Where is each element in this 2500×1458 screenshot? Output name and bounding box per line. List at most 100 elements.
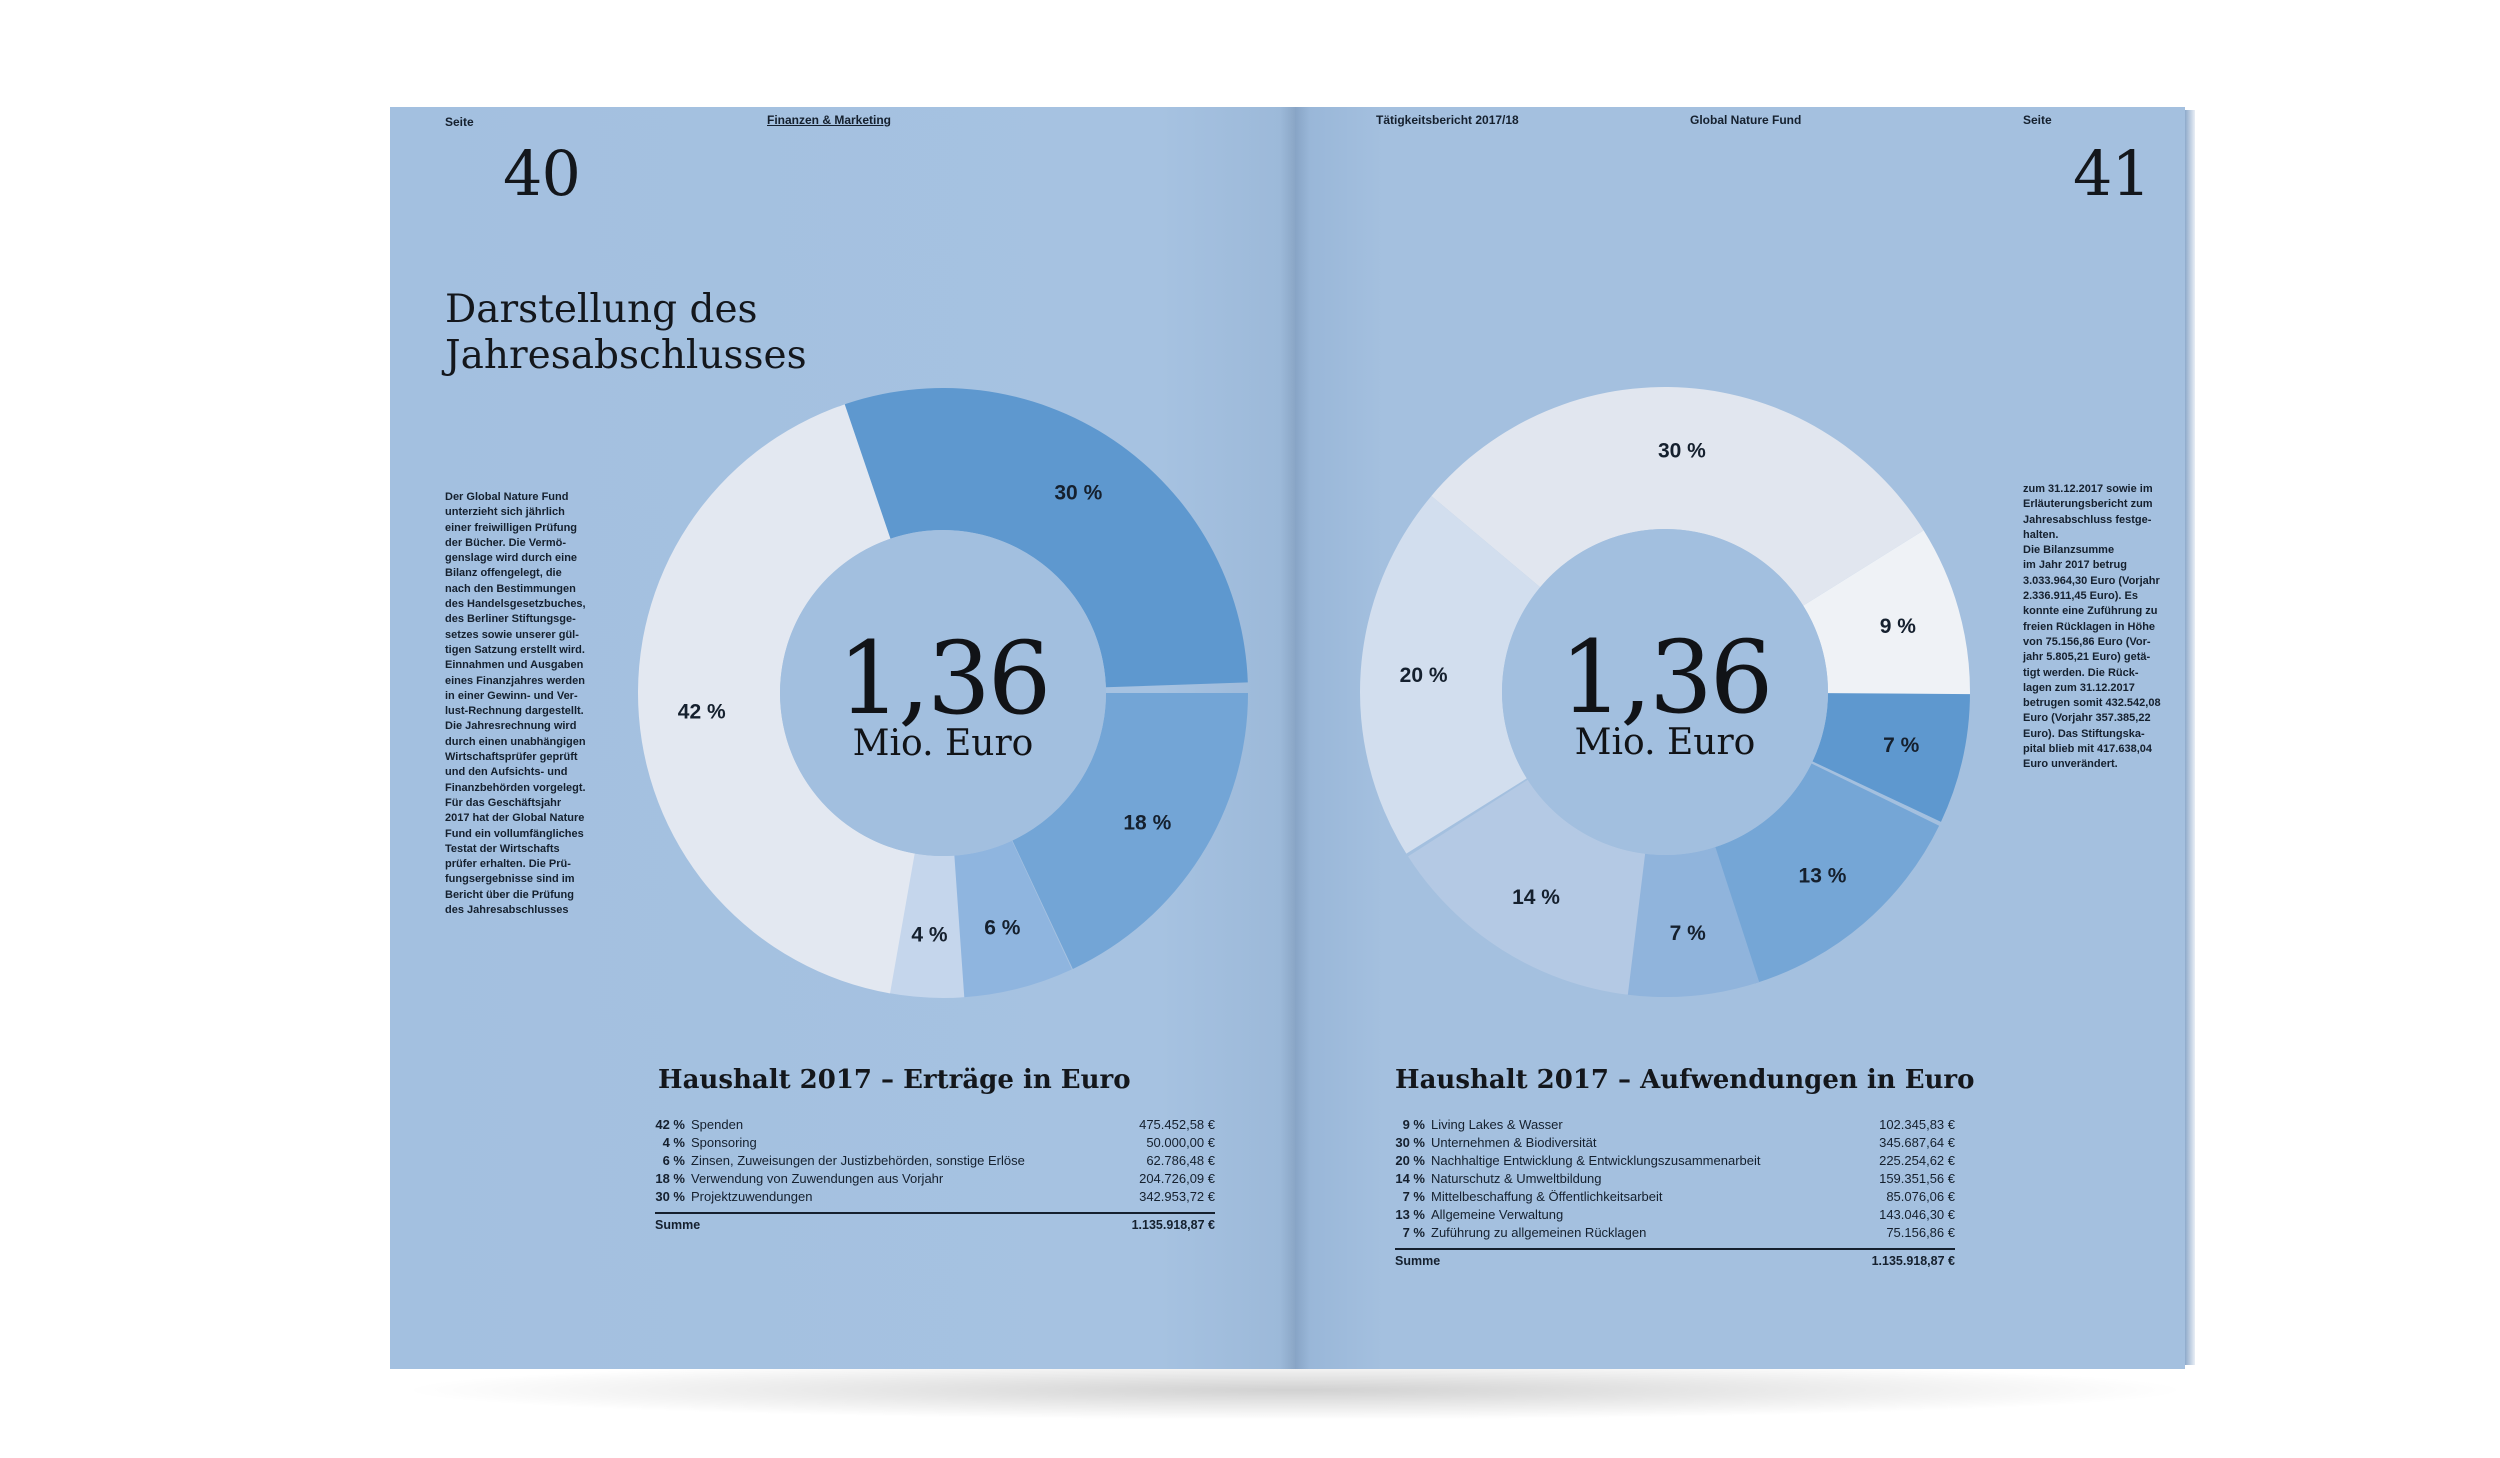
slice-label: 18 % [1123, 812, 1171, 835]
slice-label: 13 % [1799, 865, 1847, 888]
row-percent: 30 % [1395, 1134, 1425, 1150]
right-org-header: Global Nature Fund [1690, 113, 1802, 127]
row-amount: 225.254,62 € [1879, 1152, 1955, 1168]
table-row: 9 % Living Lakes & Wasser 102.345,83 € [1395, 1115, 1955, 1133]
donut-center [1502, 529, 1828, 855]
donut-slice [1626, 847, 1760, 998]
row-amount: 204.726,09 € [1139, 1170, 1215, 1186]
expenses-table: 9 % Living Lakes & Wasser 102.345,83 €30 %… [1395, 1115, 1955, 1268]
left-section-header: Finanzen & Marketing [767, 113, 892, 127]
right-page: Tätigkeitsbericht 2017/18 Global Nature … [1295, 107, 2185, 1369]
row-percent: 30 % [655, 1188, 685, 1204]
row-label: Sponsoring [691, 1134, 757, 1150]
left-table-title: Haushalt 2017 – Erträge in Euro [658, 1065, 1131, 1095]
table-row: 4 % Sponsoring 50.000,00 € [655, 1133, 1215, 1151]
sum-amount: 1.135.918,87 € [1131, 1218, 1215, 1232]
row-percent: 18 % [655, 1170, 685, 1186]
slice-label: 6 % [984, 917, 1021, 940]
row-percent: 6 % [662, 1152, 685, 1168]
slice-label: 30 % [1054, 481, 1102, 504]
row-amount: 345.687,64 € [1879, 1134, 1955, 1150]
table-row: 30 % Unternehmen & Biodiversität 345.687,6… [1395, 1133, 1955, 1151]
table-row: 18 % Verwendung von Zuwendungen aus Vorja… [655, 1169, 1215, 1187]
row-percent: 4 % [662, 1134, 685, 1150]
donut-slice [1812, 692, 1970, 822]
slice-label: 30 % [1658, 440, 1706, 463]
table-row: 7 % Zuführung zu allgemeinen Rücklagen 75.… [1395, 1223, 1955, 1241]
left-title-line2: Jahresabschlusses [445, 333, 807, 378]
table-row: 7 % Mittelbeschaffung & Öffentlichkeitsar… [1395, 1187, 1955, 1205]
slice-label: 4 % [911, 924, 948, 947]
right-table-title: Haushalt 2017 – Aufwendungen in Euro [1395, 1065, 1975, 1095]
slice-label: 7 % [1670, 922, 1707, 945]
donut-slice [1713, 763, 1940, 984]
row-percent: 42 % [655, 1116, 685, 1132]
left-page-number: 40 [503, 137, 581, 210]
row-percent: 7 % [1402, 1188, 1425, 1204]
table-row: 13 % Allgemeine Verwaltung 143.046,30 € [1395, 1205, 1955, 1223]
left-seite-label: Seite [445, 115, 474, 129]
row-label: Spenden [691, 1116, 744, 1132]
slice-label: 7 % [1883, 734, 1920, 757]
row-label: Allgemeine Verwaltung [1431, 1206, 1564, 1222]
donut-slice [1408, 779, 1646, 995]
income-sum-row: Summe 1.135.918,87 € [655, 1212, 1215, 1232]
sum-amount: 1.135.918,87 € [1871, 1254, 1955, 1268]
row-label: Unternehmen & Biodiversität [1431, 1134, 1597, 1150]
table-row: 30 % Projektzuwendungen 342.953,72 € [655, 1187, 1215, 1205]
right-page-number: 41 [2073, 137, 2151, 210]
donut-slice [1803, 530, 1970, 695]
donut-center-unit: Mio. Euro [853, 723, 1034, 764]
expenses-sum-row: Summe 1.135.918,87 € [1395, 1248, 1955, 1268]
donut-slice [1360, 495, 1541, 854]
row-amount: 62.786,48 € [1146, 1152, 1215, 1168]
slice-label: 9 % [1880, 615, 1917, 638]
donut-center [780, 530, 1106, 856]
row-amount: 342.953,72 € [1139, 1188, 1215, 1204]
donut-slice [952, 840, 1072, 998]
slice-label: 14 % [1512, 886, 1560, 909]
row-label: Projektzuwendungen [691, 1188, 813, 1204]
row-label: Living Lakes & Wasser [1431, 1116, 1563, 1132]
donut-center-value: 1,36 [838, 620, 1049, 737]
right-seite-label: Seite [2023, 113, 2052, 127]
donut-slice [1012, 693, 1248, 969]
right-body-text: zum 31.12.2017 sowie im Erläuterungsberi… [2023, 483, 2161, 771]
row-amount: 159.351,56 € [1879, 1170, 1955, 1186]
donut-slice [838, 388, 1248, 688]
row-amount: 143.046,30 € [1879, 1206, 1955, 1222]
row-label: Nachhaltige Entwicklung & Entwicklungszu… [1431, 1152, 1761, 1168]
row-label: Zuführung zu allgemeinen Rücklagen [1431, 1224, 1647, 1240]
row-label: Mittelbeschaffung & Öffentlichkeitsarbei… [1431, 1188, 1663, 1204]
donut-slice [1431, 387, 1924, 606]
row-percent: 7 % [1402, 1224, 1425, 1240]
slice-label: 42 % [678, 701, 726, 724]
slice-label: 20 % [1400, 664, 1448, 687]
donut-center-value: 1,36 [1560, 619, 1771, 736]
row-percent: 20 % [1395, 1152, 1425, 1168]
page-edge [2185, 110, 2195, 1365]
sum-label: Summe [1395, 1254, 1441, 1268]
table-row: 6 % Zinsen, Zuweisungen der Justizbehörde… [655, 1151, 1215, 1169]
income-table: 42 % Spenden 475.452,58 € 4 % Sponsoring 50.0… [655, 1115, 1215, 1232]
right-report-header: Tätigkeitsbericht 2017/18 [1376, 113, 1519, 127]
row-amount: 102.345,83 € [1879, 1116, 1955, 1132]
row-label: Verwendung von Zuwendungen aus Vorjahr [691, 1170, 944, 1186]
left-page: Seite Finanzen & Marketing 40 Darstellun… [390, 107, 1295, 1369]
row-amount: 475.452,58 € [1139, 1116, 1215, 1132]
donut-slice [637, 404, 915, 994]
table-row: 42 % Spenden 475.452,58 € [655, 1115, 1215, 1133]
row-label: Naturschutz & Umweltbildung [1431, 1170, 1602, 1186]
row-label: Zinsen, Zuweisungen der Justizbehörden, … [691, 1152, 1025, 1168]
left-title-line1: Darstellung des [445, 287, 758, 332]
row-amount: 75.156,86 € [1886, 1224, 1955, 1240]
sum-label: Summe [655, 1218, 701, 1232]
row-amount: 85.076,06 € [1886, 1188, 1955, 1204]
table-row: 20 % Nachhaltige Entwicklung & Entwicklun… [1395, 1151, 1955, 1169]
magazine-shadow [395, 1360, 2195, 1420]
left-body-text: Der Global Nature Fund unterzieht sich j… [445, 491, 586, 917]
table-row: 14 % Naturschutz & Umweltbildung 159.351,5… [1395, 1169, 1955, 1187]
row-percent: 9 % [1402, 1116, 1425, 1132]
row-percent: 14 % [1395, 1170, 1425, 1186]
